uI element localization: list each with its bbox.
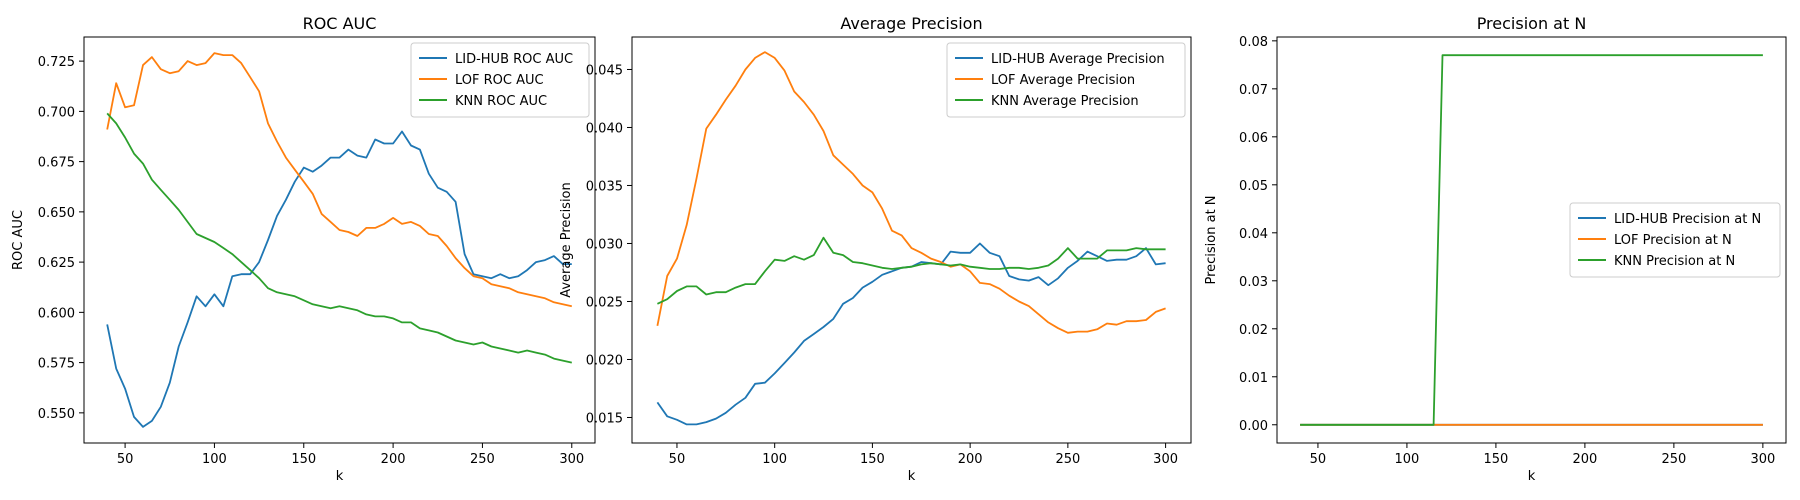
x-tick-label: 250: [1055, 452, 1080, 467]
legend-box: [410, 42, 590, 118]
x-axis-label: k: [908, 469, 916, 484]
y-tick-label: 0.05: [1239, 179, 1268, 194]
x-tick-label: 200: [381, 452, 406, 467]
legend-label: KNN Average Precision: [991, 94, 1139, 109]
chart-2: Precision at N 50 100 150 200 250 300 0.00 0.01 0…: [1204, 14, 1787, 484]
legend-label: LOF Precision at N: [1614, 233, 1732, 248]
legend: LID-HUB ROC AUC LOF ROC AUC KNN ROC AUC: [410, 42, 590, 118]
y-tick-label: 0.675: [38, 156, 75, 171]
chart-1: Average Precision 50 100 150 200 250 300 0.015 0…: [559, 14, 1192, 484]
y-tick-label: 0.040: [586, 121, 623, 136]
x-tick-label: 100: [202, 452, 227, 467]
y-axis-label: ROC AUC: [11, 210, 26, 270]
legend-label: KNN Precision at N: [1614, 254, 1735, 269]
y-tick-label: 0.06: [1239, 131, 1268, 146]
x-tick-label: 200: [1572, 452, 1597, 467]
x-tick-label: 300: [559, 452, 584, 467]
legend-label: KNN ROC AUC: [455, 94, 547, 109]
y-tick-label: 0.550: [38, 407, 75, 422]
y-tick-label: 0.015: [586, 411, 623, 426]
axes-frame: [1276, 36, 1787, 444]
y-tick-label: 0.650: [38, 206, 75, 221]
x-tick-label: 50: [1310, 452, 1327, 467]
x-tick-label: 300: [1750, 452, 1775, 467]
y-tick-label: 0.00: [1239, 419, 1268, 434]
x-axis-label: k: [1528, 469, 1536, 484]
y-tick-label: 0.725: [38, 55, 75, 70]
y-tick-label: 0.07: [1239, 83, 1268, 98]
y-tick-label: 0.030: [586, 237, 623, 252]
y-tick-label: 0.575: [38, 357, 75, 372]
y-tick-label: 0.025: [586, 295, 623, 310]
series-line-knn: [1300, 54, 1763, 426]
chart-title: Average Precision: [840, 14, 982, 33]
legend-label: LID-HUB Average Precision: [991, 52, 1165, 67]
x-tick-label: 100: [1395, 452, 1420, 467]
x-tick-label: 50: [117, 452, 134, 467]
chart-title: ROC AUC: [303, 14, 377, 33]
series-line-lof: [106, 52, 572, 308]
x-tick-label: 300: [1153, 452, 1178, 467]
legend-label: LOF Average Precision: [991, 73, 1135, 88]
legend: LID-HUB Average Precision LOF Average Pre…: [946, 42, 1186, 118]
legend-label: LID-HUB ROC AUC: [455, 52, 573, 67]
y-tick-label: 0.04: [1239, 227, 1268, 242]
axes-frame: [631, 36, 1192, 444]
x-tick-label: 150: [1483, 452, 1508, 467]
y-tick-label: 0.700: [38, 105, 75, 120]
y-tick-label: 0.03: [1239, 275, 1268, 290]
x-tick-label: 100: [762, 452, 787, 467]
chart-0: ROC AUC 50 100 150 200 250 300 0.550 0.575 0.600 0…: [11, 14, 596, 484]
legend-box: [1569, 202, 1781, 278]
x-tick-label: 150: [860, 452, 885, 467]
series-line-lid_hub: [656, 242, 1166, 426]
x-tick-label: 250: [1661, 452, 1686, 467]
x-tick-label: 250: [470, 452, 495, 467]
legend-box: [946, 42, 1186, 118]
chart-title: Precision at N: [1477, 14, 1587, 33]
y-tick-label: 0.020: [586, 353, 623, 368]
x-tick-label: 50: [669, 452, 686, 467]
axes-frame: [83, 36, 596, 444]
y-tick-label: 0.035: [586, 179, 623, 194]
y-tick-label: 0.02: [1239, 323, 1268, 338]
series-line-knn: [106, 112, 572, 364]
series-line-knn: [657, 236, 1166, 305]
series-line-lid_hub: [106, 130, 572, 428]
y-axis-label: Precision at N: [1204, 195, 1219, 284]
y-tick-label: 0.08: [1239, 35, 1268, 50]
series-line-lof: [656, 51, 1166, 334]
y-tick-label: 0.600: [38, 306, 75, 321]
y-axis-label: Average Precision: [559, 182, 574, 298]
legend-label: LOF ROC AUC: [455, 73, 544, 88]
x-axis-label: k: [336, 469, 344, 484]
legend: LID-HUB Precision at N LOF Precision at N…: [1569, 202, 1781, 278]
y-tick-label: 0.045: [586, 63, 623, 78]
y-tick-label: 0.01: [1239, 371, 1268, 386]
x-tick-label: 150: [291, 452, 316, 467]
x-tick-label: 200: [958, 452, 983, 467]
legend-label: LID-HUB Precision at N: [1614, 212, 1761, 227]
y-tick-label: 0.625: [38, 256, 75, 271]
